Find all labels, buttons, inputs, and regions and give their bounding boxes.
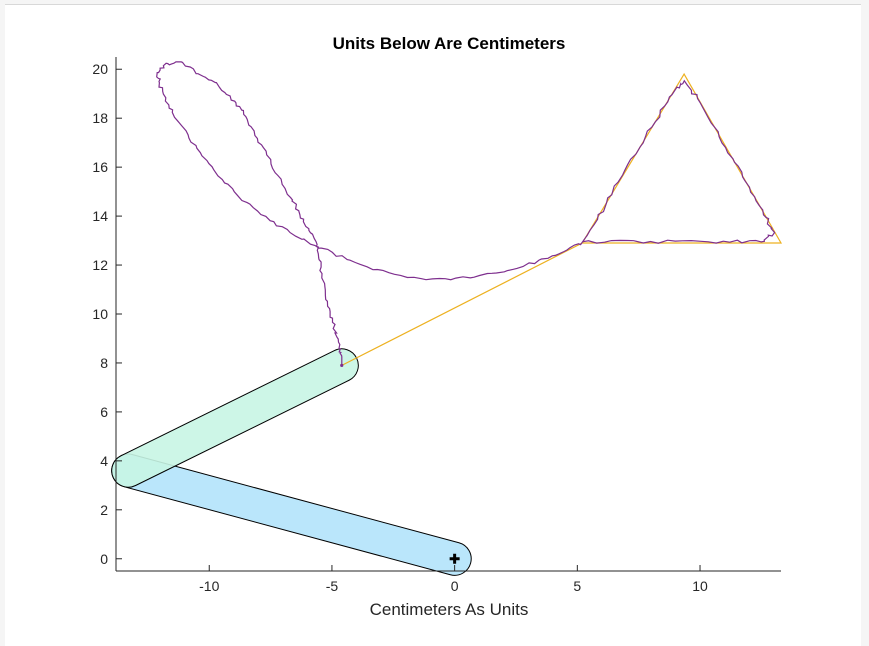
x-tick-label: -5 [326, 578, 339, 594]
target-path-line [341, 72, 783, 366]
y-tick-label: 14 [92, 208, 108, 224]
base-marker-icon [449, 553, 460, 564]
y-tick-label: 18 [92, 110, 108, 126]
plot-area [111, 61, 783, 576]
y-tick-label: 16 [92, 159, 108, 175]
y-tick-label: 8 [100, 355, 108, 371]
x-tick-label: 10 [692, 578, 708, 594]
chart-title: Units Below Are Centimeters [333, 34, 566, 53]
x-tick-label: 5 [573, 578, 581, 594]
x-axis-label: Centimeters As Units [370, 600, 529, 619]
y-tick-label: 4 [100, 453, 108, 469]
y-tick-label: 10 [92, 306, 108, 322]
x-tick-label: -10 [199, 578, 219, 594]
y-tick-label: 20 [92, 61, 108, 77]
arm-link-2-group [111, 348, 359, 488]
arm-link-2 [111, 348, 359, 488]
y-tick-label: 2 [100, 502, 108, 518]
y-tick-label: 12 [92, 257, 108, 273]
end-effector-dot [340, 363, 344, 367]
trace-path-line [156, 61, 776, 366]
axes: -10 -5 0 5 10 0 2 4 6 8 10 12 14 16 18 20 [92, 57, 781, 594]
y-tick-label: 0 [100, 551, 108, 567]
y-tick-label: 6 [100, 404, 108, 420]
x-tick-label: 0 [451, 578, 459, 594]
